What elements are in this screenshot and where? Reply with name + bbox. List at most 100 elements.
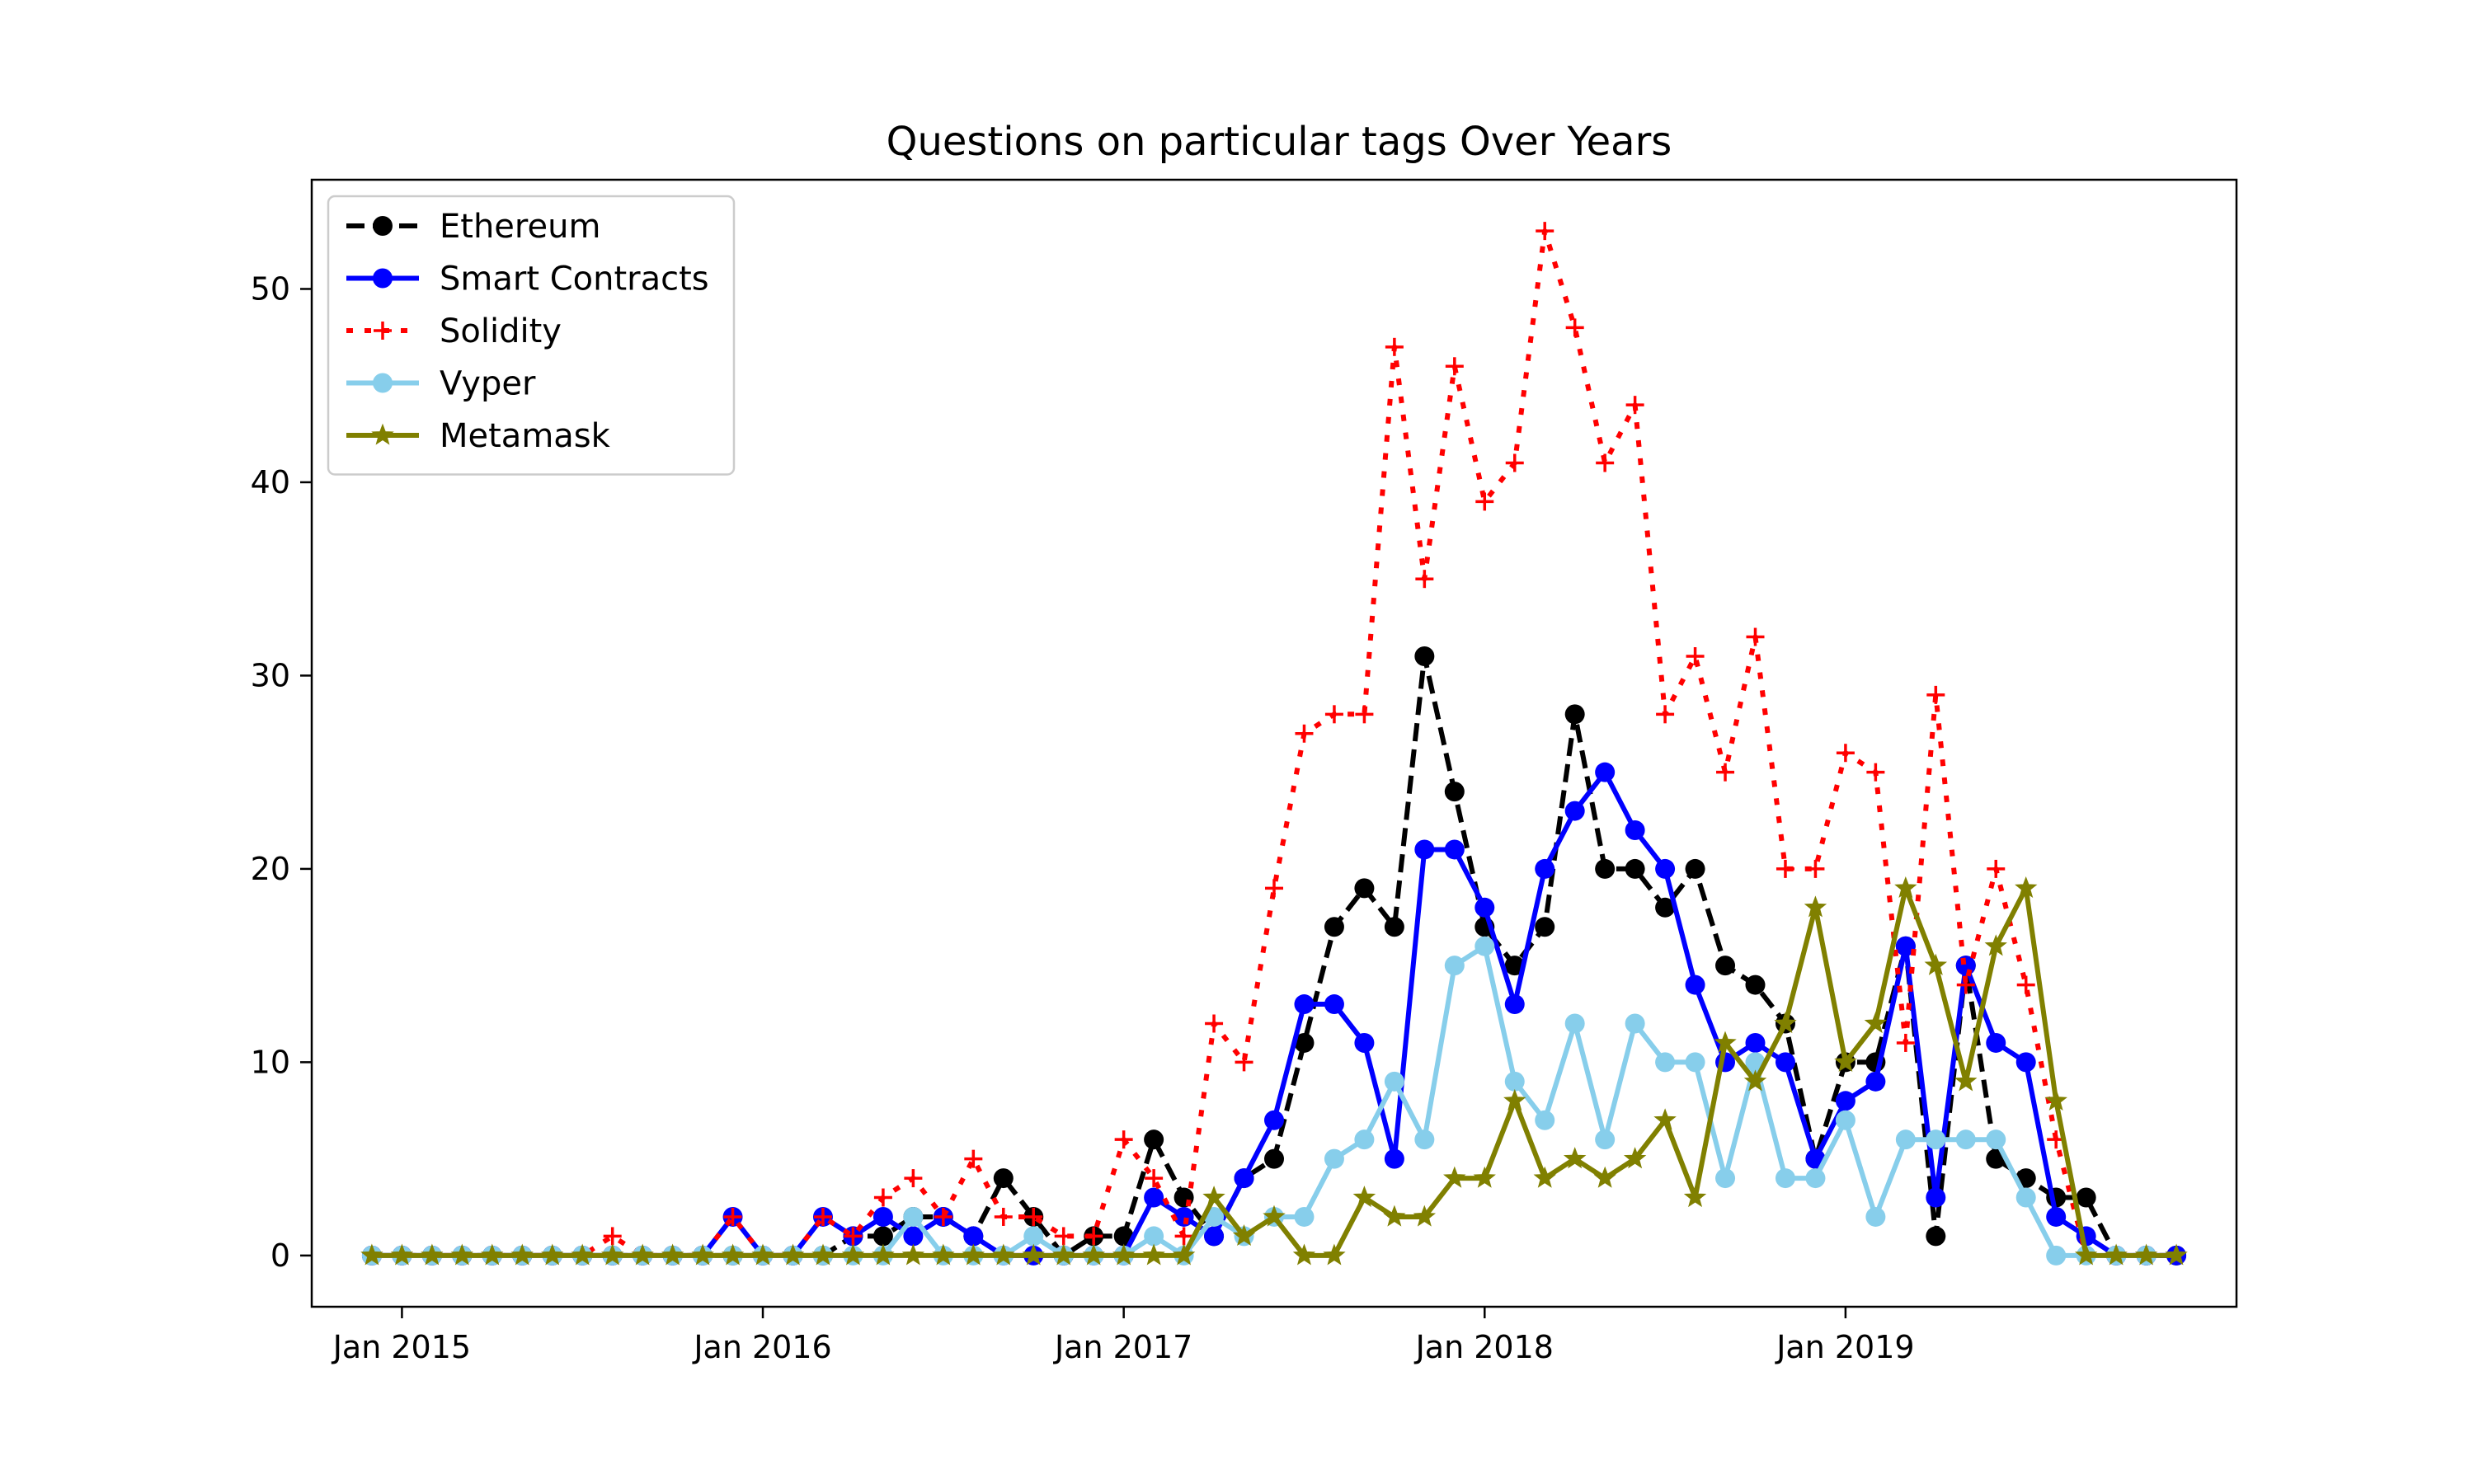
data-point-ethereum-41 (1595, 858, 1616, 879)
data-point-solidity-27 (1174, 1227, 1193, 1246)
data-point-smart-contracts-18 (903, 1226, 924, 1247)
data-point-solidity-17 (873, 1188, 892, 1207)
data-point-metamask-2 (421, 1243, 444, 1266)
legend-entry-vyper: Vyper (346, 365, 536, 403)
data-point-metamask-34 (1383, 1205, 1406, 1227)
data-point-vyper-31 (1294, 1206, 1315, 1227)
data-point-smart-contracts-35 (1414, 839, 1435, 860)
data-point-metamask-60 (2165, 1243, 2188, 1266)
data-point-smart-contracts-49 (1835, 1091, 1856, 1111)
data-point-metamask-47 (1774, 1012, 1797, 1034)
data-point-vyper-45 (1715, 1168, 1736, 1189)
x-tick-label: Jan 2016 (692, 1329, 831, 1365)
data-point-solidity-43 (1656, 705, 1675, 724)
legend-marker-vyper (373, 373, 393, 393)
data-point-metamask-45 (1714, 1031, 1737, 1053)
data-point-smart-contracts-47 (1775, 1052, 1795, 1073)
data-point-vyper-39 (1535, 1110, 1555, 1130)
data-point-metamask-40 (1563, 1147, 1587, 1169)
data-point-vyper-42 (1625, 1013, 1645, 1034)
data-point-smart-contracts-55 (2015, 1052, 2036, 1073)
data-point-metamask-23 (1052, 1243, 1075, 1266)
data-point-metamask-3 (450, 1243, 474, 1266)
data-point-smart-contracts-53 (1955, 956, 1976, 976)
data-point-smart-contracts-32 (1324, 994, 1344, 1015)
x-tick-label: Jan 2018 (1414, 1329, 1554, 1365)
data-point-solidity-38 (1505, 453, 1524, 472)
data-point-ethereum-21 (993, 1168, 1014, 1189)
data-point-smart-contracts-33 (1354, 1032, 1375, 1053)
data-point-vyper-22 (1023, 1226, 1044, 1247)
legend-marker-solidity (374, 322, 392, 340)
data-point-metamask-54 (1984, 934, 2007, 956)
data-point-smart-contracts-54 (1986, 1032, 2006, 1053)
data-point-vyper-26 (1144, 1226, 1164, 1247)
data-point-smart-contracts-26 (1144, 1187, 1164, 1208)
data-point-vyper-50 (1865, 1206, 1886, 1227)
data-point-solidity-40 (1565, 318, 1584, 337)
data-point-solidity-23 (1054, 1227, 1073, 1246)
data-point-metamask-50 (1864, 1012, 1888, 1034)
data-point-solidity-8 (603, 1227, 622, 1246)
legend-label-smart-contracts: Smart Contracts (440, 261, 709, 298)
data-point-metamask-53 (1954, 1069, 1978, 1092)
data-point-vyper-53 (1955, 1129, 1976, 1150)
y-tick-label: 40 (251, 464, 290, 500)
data-point-ethereum-40 (1564, 704, 1585, 725)
data-point-ethereum-57 (2076, 1187, 2096, 1208)
data-point-smart-contracts-30 (1264, 1110, 1284, 1130)
data-point-ethereum-33 (1354, 878, 1375, 899)
data-point-metamask-30 (1263, 1205, 1286, 1227)
data-point-solidity-44 (1686, 646, 1705, 665)
data-point-metamask-11 (691, 1243, 714, 1266)
legend: Ethereum Smart Contracts Solidity Vyper Meta… (327, 195, 736, 476)
data-point-metamask-8 (600, 1243, 624, 1266)
legend-entry-solidity: Solidity (346, 312, 562, 350)
data-point-solidity-15 (813, 1207, 832, 1226)
data-point-ethereum-34 (1384, 917, 1404, 937)
y-tick-label: 10 (251, 1044, 290, 1080)
data-point-smart-contracts-20 (963, 1226, 984, 1247)
data-point-metamask-55 (2015, 876, 2038, 899)
data-point-solidity-28 (1205, 1014, 1224, 1033)
data-point-ethereum-30 (1264, 1148, 1284, 1169)
data-point-metamask-59 (2134, 1243, 2158, 1266)
data-point-ethereum-36 (1444, 782, 1465, 802)
data-point-vyper-48 (1805, 1168, 1826, 1189)
data-point-ethereum-39 (1535, 917, 1555, 937)
data-point-vyper-51 (1895, 1129, 1916, 1150)
data-point-metamask-39 (1533, 1166, 1556, 1188)
data-point-smart-contracts-52 (1926, 1187, 1946, 1208)
legend-entry-smart-contracts: Smart Contracts (346, 261, 709, 298)
series-metamask (360, 876, 2188, 1266)
data-point-solidity-18 (904, 1169, 923, 1188)
data-point-metamask-48 (1804, 895, 1827, 918)
data-point-vyper-36 (1444, 956, 1465, 976)
data-point-smart-contracts-28 (1204, 1226, 1225, 1247)
data-point-metamask-19 (932, 1243, 955, 1266)
data-point-metamask-24 (1082, 1243, 1105, 1266)
data-point-smart-contracts-51 (1895, 936, 1916, 956)
data-point-metamask-7 (571, 1243, 594, 1266)
data-point-solidity-51 (1896, 1033, 1915, 1052)
data-point-solidity-50 (1866, 763, 1885, 782)
data-point-metamask-14 (781, 1243, 805, 1266)
data-point-smart-contracts-36 (1444, 839, 1465, 860)
data-point-ethereum-31 (1294, 1032, 1315, 1053)
data-point-metamask-26 (1142, 1243, 1165, 1266)
data-point-solidity-20 (964, 1149, 983, 1168)
data-point-smart-contracts-31 (1294, 994, 1315, 1015)
data-point-metamask-57 (2074, 1243, 2098, 1266)
data-point-vyper-33 (1354, 1129, 1375, 1150)
data-point-metamask-17 (872, 1243, 895, 1266)
data-point-vyper-44 (1685, 1052, 1705, 1073)
plot-area (360, 222, 2188, 1266)
legend-entry-ethereum: Ethereum (346, 208, 600, 246)
data-point-smart-contracts-46 (1745, 1032, 1766, 1053)
data-point-vyper-52 (1926, 1129, 1946, 1150)
data-point-metamask-37 (1473, 1166, 1496, 1188)
data-point-solidity-32 (1324, 705, 1343, 724)
data-point-metamask-49 (1834, 1050, 1857, 1073)
data-point-solidity-30 (1265, 879, 1283, 898)
